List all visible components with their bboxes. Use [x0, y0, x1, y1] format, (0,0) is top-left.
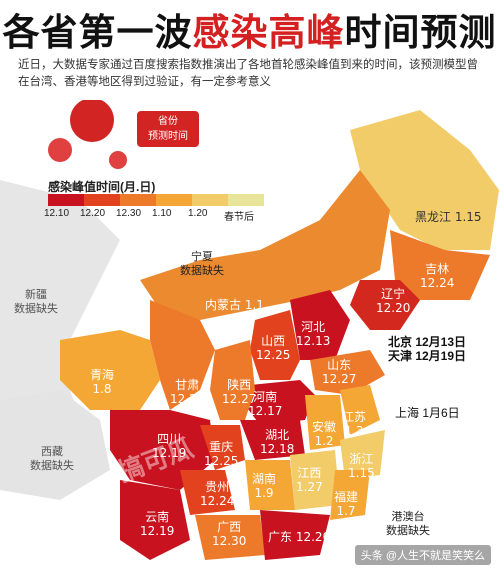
jilin-region: [390, 230, 490, 300]
label-liaoning: 辽宁 12.20: [376, 287, 411, 315]
intro-text: 近日，大数据专家通过百度搜索指数推演出了各地首轮感染峰值到来的时间，该预测模型曾…: [18, 57, 478, 88]
legend-label-0: 12.10: [44, 208, 70, 219]
label-xinjiang: 新疆 数据缺失: [14, 289, 58, 315]
legend-swatch-1: [84, 194, 120, 206]
label-gangaotai: 港澳台 数据缺失: [386, 511, 430, 537]
label-chongqing: 重庆 12.25: [204, 440, 239, 468]
zhejiang-region: [340, 430, 385, 480]
guangxi-region: [195, 515, 265, 560]
virus-icon-small: [48, 138, 72, 162]
neimenggu-region: [140, 170, 390, 320]
legend-labels: 12.10 12.20 12.30 1.10 1.20 春节后: [44, 208, 260, 223]
label-jiangxi: 江西 1.27: [296, 466, 323, 494]
label-guangdong: 广东 12.20: [268, 530, 331, 544]
label-yunnan: 云南 12.19: [140, 510, 175, 538]
label-zhejiang: 浙江 1.15: [348, 452, 375, 480]
heilongjiang-region: [350, 110, 499, 250]
liaoning-region: [350, 280, 420, 330]
xizang-region: [0, 390, 110, 500]
label-gansu: 甘肃 12.23: [170, 378, 205, 406]
footer-credit: 头条 @人生不就是笑笑么: [354, 545, 491, 565]
hunan-region: [245, 460, 295, 510]
badge-line2: 预测时间: [148, 131, 188, 142]
callout-beijing: 北京 12月13日: [388, 335, 467, 349]
callout-tianjin: 天津 12月19日: [388, 349, 467, 363]
legend-label-1: 12.20: [80, 208, 106, 219]
jiangsu-region: [340, 385, 380, 435]
label-sichuan: 四川 12.19: [152, 432, 187, 460]
shandong-region: [310, 350, 385, 395]
label-xizang: 西藏 数据缺失: [30, 446, 74, 472]
label-guizhou: 贵州 12.24: [200, 480, 235, 508]
label-fujian: 福建 1.7: [334, 490, 359, 518]
page-title: 各省第一波感染高峰时间预测: [0, 2, 499, 56]
label-hebei: 河北 12.13: [296, 320, 331, 348]
legend-swatch-3: [156, 194, 192, 206]
label-jilin: 吉林 12.24: [420, 262, 455, 290]
legend-title: 感染峰值时间(月.日): [48, 180, 156, 194]
shanxi-region: [250, 310, 300, 380]
legend-label-3: 1.10: [152, 208, 172, 219]
virus-icon: [70, 100, 114, 142]
legend-label-2: 12.30: [116, 208, 142, 219]
label-jiangsu: 江苏 1.3: [342, 410, 367, 438]
anhui-region: [305, 395, 345, 450]
gansu-region: [150, 300, 215, 410]
legend-label-5: 春节后: [224, 212, 254, 223]
guizhou-region: [180, 470, 235, 515]
label-guangxi: 广西 12.30: [212, 520, 247, 548]
label-shanxi: 山西 12.25: [256, 334, 291, 362]
shaanxi-region: [210, 340, 255, 420]
legend-label-4: 1.20: [188, 208, 208, 219]
label-hunan: 湖南 1.9: [252, 472, 277, 500]
title-part3: 时间预测: [344, 11, 497, 54]
badge-line1: 省份: [158, 116, 178, 127]
legend-swatch-5: [228, 194, 264, 206]
china-map: [0, 100, 499, 560]
yunnan-region: [120, 480, 190, 560]
henan-region: [245, 380, 315, 425]
title-part1: 各省第一波: [2, 11, 193, 54]
label-henan: 河南 12.17: [248, 390, 283, 418]
label-ningxia: 宁夏 数据缺失: [180, 251, 224, 277]
hebei-region: [290, 290, 350, 360]
legend-swatch-4: [192, 194, 228, 206]
virus-icon-tiny: [109, 151, 127, 169]
legend-swatch-0: [48, 194, 84, 206]
callout-shanghai: 上海 1月6日: [395, 406, 460, 420]
fujian-region: [330, 470, 370, 520]
label-neimenggu: 内蒙古 1.1: [205, 298, 264, 312]
label-shaanxi: 陕西 12.27: [222, 378, 257, 406]
chongqing-region: [200, 425, 245, 470]
label-anhui: 安徽 1.2: [312, 420, 337, 448]
legend-swatch-2: [120, 194, 156, 206]
label-hubei: 湖北 12.18: [260, 428, 295, 456]
jiangxi-region: [290, 450, 340, 510]
guangdong-region: [260, 510, 330, 560]
qinghai-region: [60, 330, 160, 410]
legend-badge: 省份 预测时间: [137, 111, 199, 147]
legend-swatches: [48, 194, 264, 206]
label-heilongjiang: 黑龙江 1.15: [415, 210, 482, 224]
title-part2: 感染高峰: [192, 11, 345, 54]
hubei-region: [240, 420, 305, 460]
label-shandong: 山东 12.27: [322, 358, 357, 386]
label-qinghai: 青海 1.8: [90, 368, 115, 396]
